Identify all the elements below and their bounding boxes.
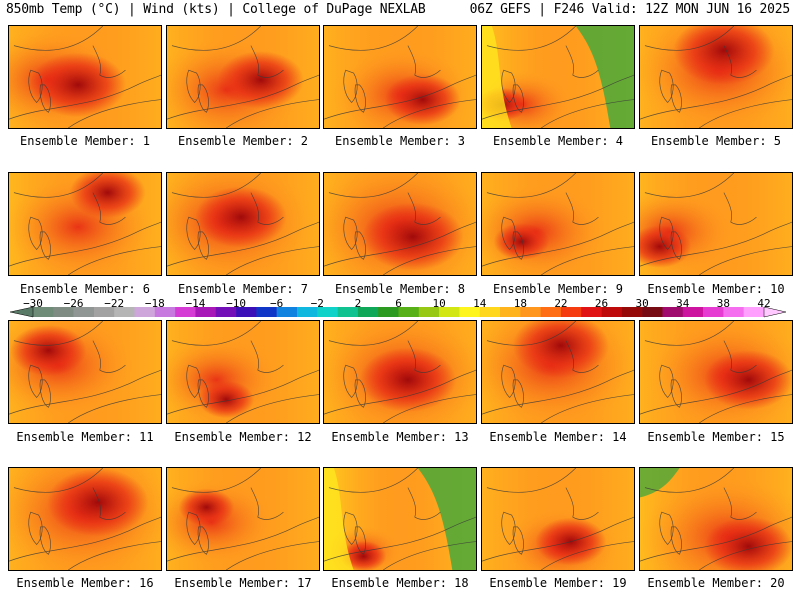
colorbar-tick-label: 18 — [513, 297, 527, 310]
colorbar-tick-label: −10 — [226, 297, 246, 310]
colorbar-tick-label: −30 — [23, 297, 43, 310]
ensemble-member-label: Ensemble Member: 5 — [650, 134, 782, 148]
ensemble-map-panel — [481, 172, 635, 276]
ensemble-map-panel — [323, 25, 477, 129]
chart-title: 850mb Temp (°C) | Wind (kts) | College o… — [6, 2, 426, 17]
ensemble-member-label: Ensemble Member: 13 — [331, 430, 469, 444]
colorbar-tick-label: 34 — [676, 297, 690, 310]
ensemble-map-panel — [8, 467, 162, 571]
colorbar-tick-label: 22 — [554, 297, 568, 310]
ensemble-member-label: Ensemble Member: 18 — [331, 576, 469, 590]
colorbar-tick-label: 26 — [594, 297, 609, 310]
colorbar-tick-label: 38 — [716, 297, 730, 310]
colorbar-tick-label: −2 — [310, 297, 324, 310]
ensemble-map-panel — [8, 172, 162, 276]
ensemble-map-panel — [639, 172, 793, 276]
colorbar-tick-label: −14 — [185, 297, 206, 310]
colorbar-tick-label: −6 — [270, 297, 284, 310]
ensemble-map-panel — [323, 320, 477, 424]
colorbar-tick-label: −26 — [63, 297, 84, 310]
ensemble-map-panel — [323, 172, 477, 276]
ensemble-map-panel — [166, 467, 320, 571]
ensemble-map-panel — [166, 25, 320, 129]
ensemble-member-label: Ensemble Member: 9 — [492, 282, 624, 296]
ensemble-member-label: Ensemble Member: 20 — [647, 576, 785, 590]
ensemble-member-label: Ensemble Member: 10 — [647, 282, 785, 296]
ensemble-member-label: Ensemble Member: 17 — [174, 576, 312, 590]
ensemble-member-label: Ensemble Member: 4 — [492, 134, 624, 148]
colorbar-tick-label: 42 — [757, 297, 771, 310]
ensemble-map-panel — [481, 320, 635, 424]
ensemble-member-label: Ensemble Member: 12 — [174, 430, 312, 444]
ensemble-member-label: Ensemble Member: 3 — [334, 134, 466, 148]
ensemble-map-panel — [481, 25, 635, 129]
ensemble-map-panel — [639, 25, 793, 129]
ensemble-member-label: Ensemble Member: 6 — [19, 282, 151, 296]
ensemble-map-panel — [8, 320, 162, 424]
colorbar-tick-label: 30 — [635, 297, 649, 310]
ensemble-member-label: Ensemble Member: 14 — [489, 430, 627, 444]
colorbar-tick-label: −22 — [104, 297, 125, 310]
ensemble-member-label: Ensemble Member: 11 — [16, 430, 154, 444]
ensemble-map-panel — [639, 467, 793, 571]
ensemble-member-label: Ensemble Member: 16 — [16, 576, 154, 590]
colorbar-tick-label: −18 — [144, 297, 165, 310]
colorbar-tick-label: 2 — [354, 297, 362, 310]
ensemble-map-panel — [166, 320, 320, 424]
colorbar-tick-label: 6 — [395, 297, 402, 310]
ensemble-map-panel — [8, 25, 162, 129]
ensemble-map-panel — [323, 467, 477, 571]
ensemble-map-panel — [639, 320, 793, 424]
ensemble-map-panel — [166, 172, 320, 276]
colorbar-tick-label: 10 — [432, 297, 446, 310]
colorbar-tick-label: 14 — [473, 297, 487, 310]
model-run-info: 06Z GEFS | F246 Valid: 12Z MON JUN 16 20… — [469, 2, 791, 17]
ensemble-member-label: Ensemble Member: 1 — [19, 134, 151, 148]
ensemble-member-label: Ensemble Member: 2 — [177, 134, 309, 148]
ensemble-map-panel — [481, 467, 635, 571]
ensemble-member-label: Ensemble Member: 8 — [334, 282, 466, 296]
ensemble-member-label: Ensemble Member: 19 — [489, 576, 627, 590]
ensemble-member-label: Ensemble Member: 15 — [647, 430, 785, 444]
ensemble-member-label: Ensemble Member: 7 — [177, 282, 309, 296]
